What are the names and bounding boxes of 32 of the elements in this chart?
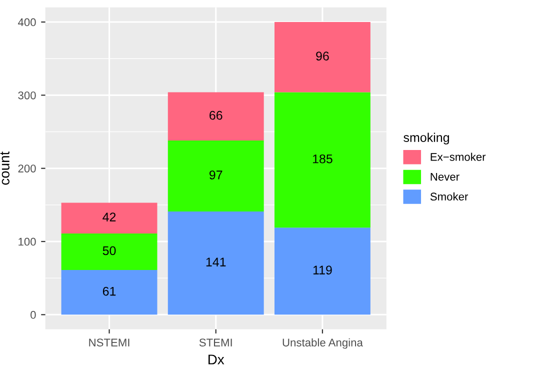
bar	[274, 92, 370, 228]
y-tick-label: 200	[18, 164, 36, 172]
data-label: 96	[316, 52, 329, 61]
data-label: 185	[312, 154, 332, 164]
data-label: 97	[210, 170, 222, 180]
y-tick-label: 0	[30, 310, 36, 319]
x-axis-title: Dx	[208, 354, 224, 364]
data-label: 42	[102, 212, 116, 222]
legend-label: Never	[430, 172, 460, 181]
bar	[274, 22, 370, 92]
bar	[274, 228, 370, 315]
bar	[168, 212, 264, 315]
bar	[61, 202, 158, 234]
data-label: 61	[102, 286, 116, 296]
bar	[168, 92, 264, 141]
x-tick-label: STEMI	[199, 338, 232, 346]
bar	[61, 233, 158, 270]
y-tick-label: 400	[18, 18, 36, 26]
x-tick-label: NSTEMI	[89, 338, 130, 346]
legend-label: Smoker	[430, 192, 468, 201]
y-tick-label: 100	[18, 238, 36, 246]
legend-label: Ex−smoker	[430, 152, 486, 161]
data-label: 50	[102, 246, 116, 256]
bar	[61, 270, 158, 315]
data-label: 66	[210, 110, 222, 120]
x-tick-label: Unstable Angina	[282, 338, 363, 349]
legend-title: smoking	[404, 132, 449, 144]
y-axis-title: count	[0, 151, 10, 185]
bar	[168, 140, 264, 212]
data-label: 119	[313, 266, 332, 274]
y-tick-label: 300	[18, 91, 36, 100]
data-label: 141	[206, 258, 226, 266]
